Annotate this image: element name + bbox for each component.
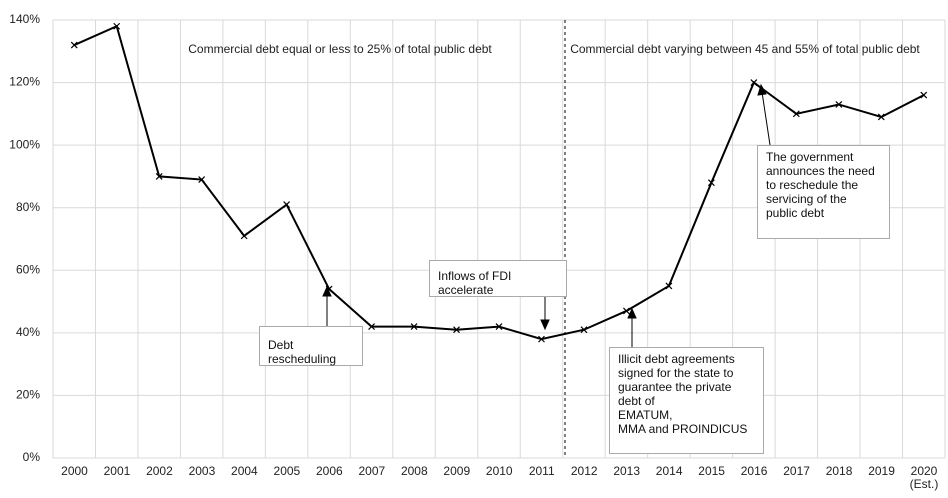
- region-label: Commercial debt equal or less to 25% of …: [188, 42, 492, 56]
- annotation-text: MMA and PROINDICUS: [618, 422, 748, 436]
- x-tick-label: 2017: [783, 464, 810, 478]
- x-tick-label: 2009: [443, 464, 471, 478]
- marker: [325, 285, 333, 293]
- marker: [750, 79, 758, 86]
- x-tick-label: 2020 (Est.): [909, 464, 939, 491]
- marker: [835, 101, 843, 108]
- marker: [240, 232, 248, 240]
- y-tick-label: 120%: [9, 75, 40, 89]
- marker: [198, 176, 206, 183]
- marker: [70, 41, 78, 49]
- arrows: [322, 83, 771, 347]
- marker: [368, 323, 375, 331]
- marker: [410, 323, 418, 331]
- x-tick-label: 2000: [61, 464, 88, 478]
- annotation-text: Illicit debt agreements signed for the s…: [618, 352, 735, 408]
- x-tick-label: 2011: [528, 464, 555, 478]
- y-tick-label: 0%: [23, 450, 41, 464]
- annotation: Illicit debt agreements signed for the s…: [609, 347, 764, 454]
- y-tick-label: 100%: [9, 137, 40, 151]
- y-tick-label: 20%: [16, 388, 40, 402]
- annotation: Inflows of FDI accelerate: [429, 260, 567, 297]
- x-tick-label: 2016: [740, 464, 768, 478]
- y-tick-label: 40%: [16, 325, 40, 339]
- marker: [920, 91, 928, 99]
- y-tick-label: 80%: [16, 200, 40, 214]
- x-tick-label: 2006: [315, 464, 343, 478]
- marker: [792, 110, 800, 118]
- y-tick-label: 60%: [16, 262, 40, 276]
- marker: [283, 201, 291, 209]
- region-label: Commercial debt varying between 45 and 5…: [570, 42, 920, 56]
- x-tick-label: 2014: [655, 464, 683, 478]
- marker: [877, 113, 885, 121]
- annotation-text: The government announces the need to res…: [766, 150, 875, 220]
- x-tick-label: 2015: [698, 464, 725, 478]
- annotation-text: EMATUM,: [618, 408, 673, 422]
- x-tick-label: 2001: [103, 464, 131, 478]
- y-tick-label: 140%: [9, 12, 40, 26]
- marker: [707, 179, 715, 187]
- x-tick-label: 2004: [231, 464, 258, 478]
- marker: [580, 326, 588, 334]
- annotation-text: Debt rescheduling: [268, 338, 337, 366]
- marker: [495, 323, 503, 331]
- marker: [113, 22, 121, 30]
- x-tick-label: 2008: [400, 464, 428, 478]
- marker: [623, 307, 630, 315]
- x-tick-label: 2012: [570, 464, 598, 478]
- annotation: The government announces the need to res…: [757, 145, 890, 239]
- x-tick-label: 2019: [868, 464, 895, 478]
- marker: [538, 335, 545, 343]
- x-tick-label: 2013: [613, 464, 641, 478]
- x-tick-label: 2010: [485, 464, 513, 478]
- x-tick-label: 2005: [273, 464, 301, 478]
- annotation-text: Inflows of FDI accelerate: [438, 269, 512, 297]
- marker: [453, 326, 460, 334]
- x-tick-label: 2007: [358, 464, 386, 478]
- x-tick-label: 2002: [146, 464, 173, 478]
- marker: [665, 282, 673, 290]
- annotation: Debt rescheduling: [259, 326, 363, 366]
- grid: [52, 19, 946, 459]
- marker: [155, 173, 163, 180]
- x-tick-label: 2003: [188, 464, 216, 478]
- x-tick-label: 2018: [825, 464, 853, 478]
